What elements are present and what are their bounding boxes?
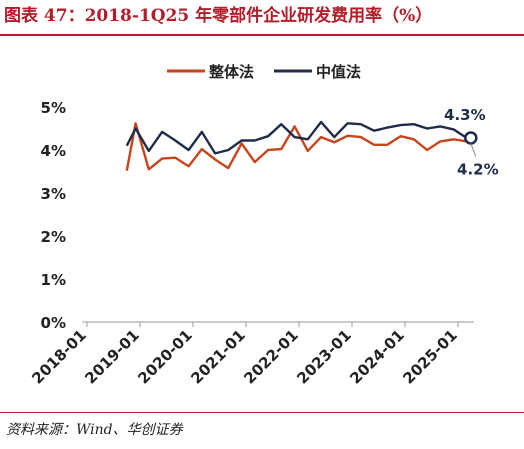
y-tick-label: 2% xyxy=(41,228,66,246)
series-line-median xyxy=(125,120,468,155)
x-tick-label: 2022-01 xyxy=(240,326,301,387)
x-tick-label: 2025-01 xyxy=(399,326,460,387)
median-end-marker xyxy=(464,131,478,145)
x-tick-label: 2019-01 xyxy=(81,326,142,387)
y-tick-label: 0% xyxy=(41,314,66,332)
overall-end-leader xyxy=(470,143,477,157)
source-rule xyxy=(0,412,524,413)
annotations: 4.3% 4.2% xyxy=(444,106,499,178)
x-tick-label: 2018-01 xyxy=(28,326,89,387)
x-tick-label: 2023-01 xyxy=(293,326,354,387)
line-chart: 整体法 中值法 0% 1% 2% 3% 4% 5% 2018-012019-012020-… xyxy=(28,63,499,388)
series-line-overall xyxy=(125,122,467,171)
source-note: 资料来源：Wind、华创证券 xyxy=(6,422,183,438)
y-tick-labels: 0% 1% 2% 3% 4% 5% xyxy=(41,99,66,332)
x-tick-label: 2020-01 xyxy=(134,326,195,387)
median-end-label: 4.3% xyxy=(444,106,486,124)
x-tick-label: 2021-01 xyxy=(187,326,248,387)
y-tick-label: 1% xyxy=(41,271,66,289)
x-tick-label: 2024-01 xyxy=(346,326,407,387)
y-tick-label: 3% xyxy=(41,185,66,203)
title-rule xyxy=(0,34,524,36)
y-tick-label: 5% xyxy=(41,99,66,117)
chart-title: 图表 47：2018-1Q25 年零部件企业研发费用率（%） xyxy=(4,6,433,26)
legend-label-overall: 整体法 xyxy=(209,63,254,81)
series-lines xyxy=(125,120,468,171)
legend: 整体法 中值法 xyxy=(167,63,361,81)
x-tick-labels: 2018-012019-012020-012021-012022-012023-… xyxy=(28,322,461,388)
overall-end-label: 4.2% xyxy=(457,160,499,178)
y-tick-label: 4% xyxy=(41,142,66,160)
legend-label-median: 中值法 xyxy=(316,63,361,81)
